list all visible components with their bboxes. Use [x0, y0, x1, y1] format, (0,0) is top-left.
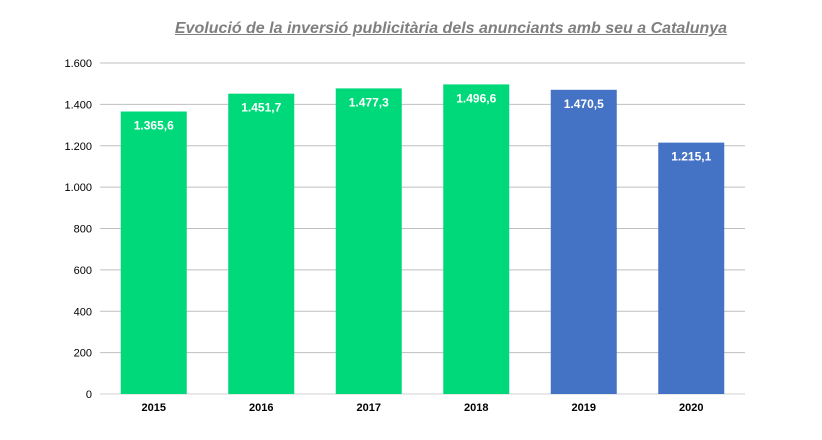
data-label: 1.215,1	[671, 150, 711, 164]
data-label: 1.477,3	[349, 95, 389, 109]
bar	[658, 142, 725, 394]
x-tick-label: 2018	[464, 402, 488, 414]
data-label: 1.470,5	[564, 97, 604, 111]
chart-title: Evolució de la inversió publicitària del…	[174, 20, 728, 37]
x-tick-label: 2019	[572, 402, 596, 414]
x-tick-label: 2017	[357, 402, 381, 414]
data-label: 1.365,6	[134, 118, 174, 132]
y-tick-label: 0	[86, 389, 92, 401]
x-tick-label: 2016	[249, 402, 273, 414]
bar	[335, 88, 402, 395]
bar	[228, 93, 295, 394]
y-tick-label: 600	[74, 265, 92, 277]
data-label: 1.496,6	[456, 91, 496, 105]
y-tick-label: 1.400	[64, 99, 92, 111]
x-tick-label: 2020	[679, 402, 703, 414]
y-tick-label: 200	[74, 348, 92, 360]
bar	[550, 89, 617, 394]
y-tick-label: 1.000	[64, 182, 92, 194]
bar	[443, 84, 510, 395]
x-tick-label: 2015	[142, 402, 166, 414]
y-tick-label: 800	[74, 224, 92, 236]
bar	[120, 111, 187, 394]
y-tick-label: 1.600	[64, 58, 92, 70]
y-tick-label: 1.200	[64, 141, 92, 153]
data-label: 1.451,7	[241, 101, 281, 115]
y-tick-label: 400	[74, 306, 92, 318]
